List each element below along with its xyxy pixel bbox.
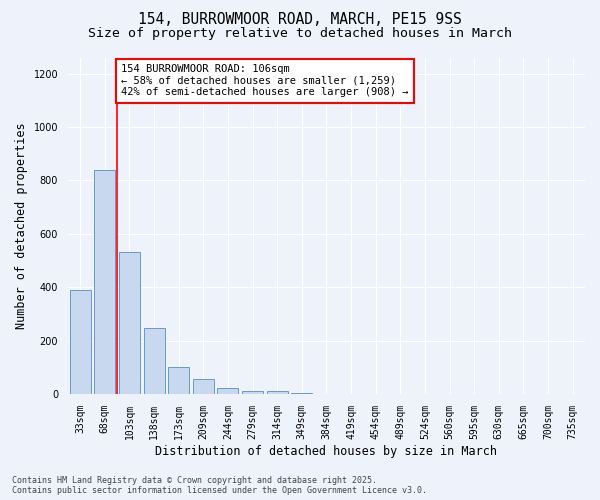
Bar bbox=[119, 252, 140, 394]
Text: Contains HM Land Registry data © Crown copyright and database right 2025.
Contai: Contains HM Land Registry data © Crown c… bbox=[12, 476, 427, 495]
Bar bbox=[242, 392, 263, 394]
Bar bbox=[292, 392, 312, 394]
Text: 154, BURROWMOOR ROAD, MARCH, PE15 9SS: 154, BURROWMOOR ROAD, MARCH, PE15 9SS bbox=[138, 12, 462, 28]
Bar bbox=[168, 368, 189, 394]
Bar bbox=[193, 379, 214, 394]
Text: 154 BURROWMOOR ROAD: 106sqm
← 58% of detached houses are smaller (1,259)
42% of : 154 BURROWMOOR ROAD: 106sqm ← 58% of det… bbox=[121, 64, 409, 98]
Bar bbox=[94, 170, 115, 394]
Text: Size of property relative to detached houses in March: Size of property relative to detached ho… bbox=[88, 28, 512, 40]
Y-axis label: Number of detached properties: Number of detached properties bbox=[15, 122, 28, 329]
X-axis label: Distribution of detached houses by size in March: Distribution of detached houses by size … bbox=[155, 444, 497, 458]
Bar bbox=[217, 388, 238, 394]
Bar bbox=[267, 392, 287, 394]
Bar bbox=[143, 328, 164, 394]
Bar bbox=[70, 290, 91, 394]
